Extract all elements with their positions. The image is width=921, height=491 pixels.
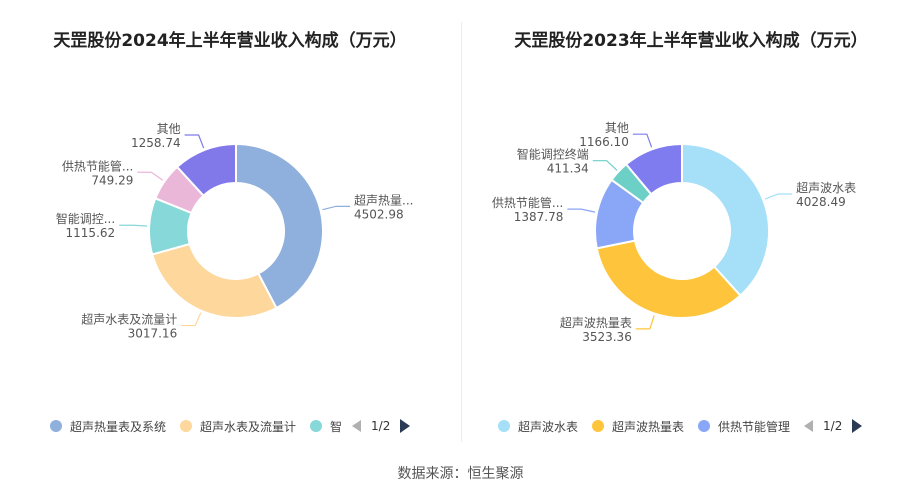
legend-label: 智 xyxy=(330,419,343,434)
legend-item[interactable]: 智 xyxy=(310,418,342,435)
slice-name-label: 供热节能管... xyxy=(492,195,563,210)
donut-slice[interactable] xyxy=(624,142,683,196)
legend-dot xyxy=(50,420,62,432)
slice-value-label: 1115.62 xyxy=(66,226,116,240)
slice-value-label: 3523.36 xyxy=(582,330,632,344)
slice-value-label: 3017.16 xyxy=(128,327,178,341)
slice-name-label: 其他 xyxy=(157,122,181,136)
label-leader-line xyxy=(181,312,202,327)
donut-slice[interactable] xyxy=(235,142,324,310)
label-leader-line xyxy=(567,208,596,213)
data-source-note: 数据来源：恒生聚源 xyxy=(397,466,524,482)
donut-slice[interactable] xyxy=(175,142,237,198)
slice-name-label: 智能调控... xyxy=(56,211,115,226)
legend-dot xyxy=(698,420,711,432)
slice-name-label: 供热节能管... xyxy=(62,158,133,173)
legend-item[interactable]: 超声水表及流量计 xyxy=(180,418,296,435)
label-leader-line xyxy=(592,160,618,171)
label-leader-line xyxy=(119,224,148,227)
donut-slice[interactable] xyxy=(150,242,278,319)
donut-slice[interactable] xyxy=(681,142,770,297)
slice-value-label: 1258.74 xyxy=(131,136,181,150)
slice-name-label: 超声波水表 xyxy=(796,180,856,195)
donut-slice[interactable] xyxy=(595,239,742,319)
legend-page-indicator: 1/2 xyxy=(371,419,391,433)
legend-label: 超声热量表及系统 xyxy=(70,419,167,434)
legend-next-arrow-icon[interactable] xyxy=(400,419,411,433)
slice-name-label: 超声热量... xyxy=(354,192,413,207)
legend-pager: 1/2 xyxy=(804,419,863,433)
legend-dot xyxy=(592,420,605,432)
chart-title-2023: 天罡股份2023年上半年营业收入构成（万元） xyxy=(514,31,868,51)
legend-prev-arrow-icon[interactable] xyxy=(804,420,814,432)
legend-prev-arrow-icon[interactable] xyxy=(352,420,362,432)
legend-2024: 超声热量表及系统 超声水表及流量计 智 1/2 xyxy=(50,414,411,438)
slice-name-label: 智能调控终端 xyxy=(517,147,589,162)
legend-item[interactable]: 超声热量表及系统 xyxy=(50,418,166,435)
legend-pager: 1/2 xyxy=(352,419,411,433)
legend-dot xyxy=(498,420,510,432)
slice-value-label: 4502.98 xyxy=(354,207,404,221)
legend-item[interactable]: 超声波水表 xyxy=(498,418,578,435)
slice-name-label: 超声波热量表 xyxy=(560,315,632,330)
legend-label: 超声波水表 xyxy=(518,419,579,434)
legend-item[interactable]: 供热节能管理 xyxy=(698,418,790,435)
label-leader-line xyxy=(632,133,653,148)
label-leader-line xyxy=(184,134,205,149)
slice-value-label: 411.34 xyxy=(547,162,589,176)
slice-value-label: 1387.78 xyxy=(514,210,564,224)
legend-label: 超声波热量表 xyxy=(612,419,685,434)
legend-dot xyxy=(180,420,193,432)
slice-value-label: 1166.10 xyxy=(579,135,629,149)
legend-label: 供热节能管理 xyxy=(718,419,791,434)
legend-dot xyxy=(310,420,323,432)
slice-value-label: 749.29 xyxy=(91,173,133,187)
legend-next-arrow-icon[interactable] xyxy=(852,419,863,433)
label-leader-line xyxy=(322,205,351,211)
legend-2023: 超声波水表 超声波热量表 供热节能管理 1/2 xyxy=(498,414,863,438)
legend-label: 超声水表及流量计 xyxy=(200,419,297,434)
label-leader-line xyxy=(635,315,655,330)
slice-name-label: 其他 xyxy=(605,121,629,135)
legend-page-indicator: 1/2 xyxy=(823,419,843,433)
panel-divider xyxy=(461,22,462,442)
chart-panel-2023: 天罡股份2023年上半年营业收入构成（万元） 超声波水表 4028.49 超声波热量… xyxy=(461,0,921,450)
label-leader-line xyxy=(137,171,164,181)
slice-name-label: 超声水表及流量计 xyxy=(81,312,177,327)
label-leader-line xyxy=(764,193,793,200)
chart-title-2024: 天罡股份2024年上半年营业收入构成（万元） xyxy=(53,31,407,51)
chart-panel-2024: 天罡股份2024年上半年营业收入构成（万元） 超声热量... 4502.98 超声水… xyxy=(0,0,460,450)
slice-value-label: 4028.49 xyxy=(796,195,846,209)
legend-item[interactable]: 超声波热量表 xyxy=(592,418,684,435)
